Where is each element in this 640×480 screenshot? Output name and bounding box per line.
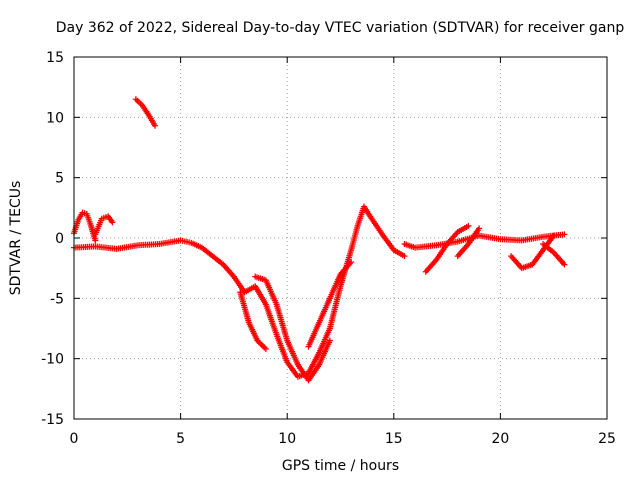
data-point — [476, 225, 483, 232]
y-tick-labels: -15 -10 -5 0 5 10 15 — [41, 50, 64, 428]
data-point — [258, 341, 265, 348]
data-point — [152, 122, 159, 129]
data-point — [260, 343, 267, 350]
x-tick-label: 10 — [278, 431, 296, 447]
series-late-tail — [540, 241, 568, 268]
data-point — [257, 340, 264, 347]
data-point — [401, 253, 408, 260]
series-evening-dip-a — [422, 222, 472, 275]
series-early-hump-a — [71, 209, 99, 244]
y-tick-label: 15 — [46, 50, 64, 66]
y-tick-label: -15 — [41, 412, 64, 428]
series-recovery-b — [305, 259, 355, 350]
data-point — [261, 344, 268, 351]
data-point — [348, 259, 355, 266]
chart-title: Day 362 of 2022, Sidereal Day-to-day VTE… — [56, 20, 625, 36]
data-marks — [71, 96, 568, 384]
y-tick-label: -5 — [50, 291, 64, 307]
series-decline-a — [230, 273, 333, 380]
y-axis-label: SDTVAR / TECUs — [8, 181, 24, 296]
x-tick-label: 20 — [491, 431, 509, 447]
series-decline-b — [237, 289, 269, 353]
y-tick-label: -10 — [41, 352, 64, 368]
series-evening-dip-b — [454, 225, 483, 260]
series-late-dip — [508, 232, 557, 272]
x-tick-labels: 0 5 10 15 20 25 — [70, 431, 616, 447]
data-point — [92, 237, 99, 244]
data-point — [326, 337, 333, 344]
x-tick-label: 5 — [176, 431, 185, 447]
series-decline-c — [252, 273, 333, 384]
series-recovery-a — [326, 203, 408, 332]
data-point — [109, 219, 116, 226]
x-axis-label: GPS time / hours — [282, 458, 399, 474]
series-early-hump-b — [92, 213, 116, 238]
x-tick-label: 15 — [385, 431, 403, 447]
data-point — [262, 346, 269, 353]
data-point — [561, 231, 568, 238]
data-point — [465, 222, 472, 229]
y-tick-label: 5 — [55, 171, 64, 187]
x-tick-label: 0 — [70, 431, 79, 447]
plot-frame — [73, 56, 608, 420]
series-baseline-track — [71, 237, 237, 280]
y-tick-label: 0 — [55, 231, 64, 247]
y-tick-label: 10 — [46, 110, 64, 126]
data-point — [561, 261, 568, 268]
x-tick-label: 25 — [598, 431, 616, 447]
data-point — [550, 232, 557, 239]
series-high-arc — [132, 96, 159, 129]
